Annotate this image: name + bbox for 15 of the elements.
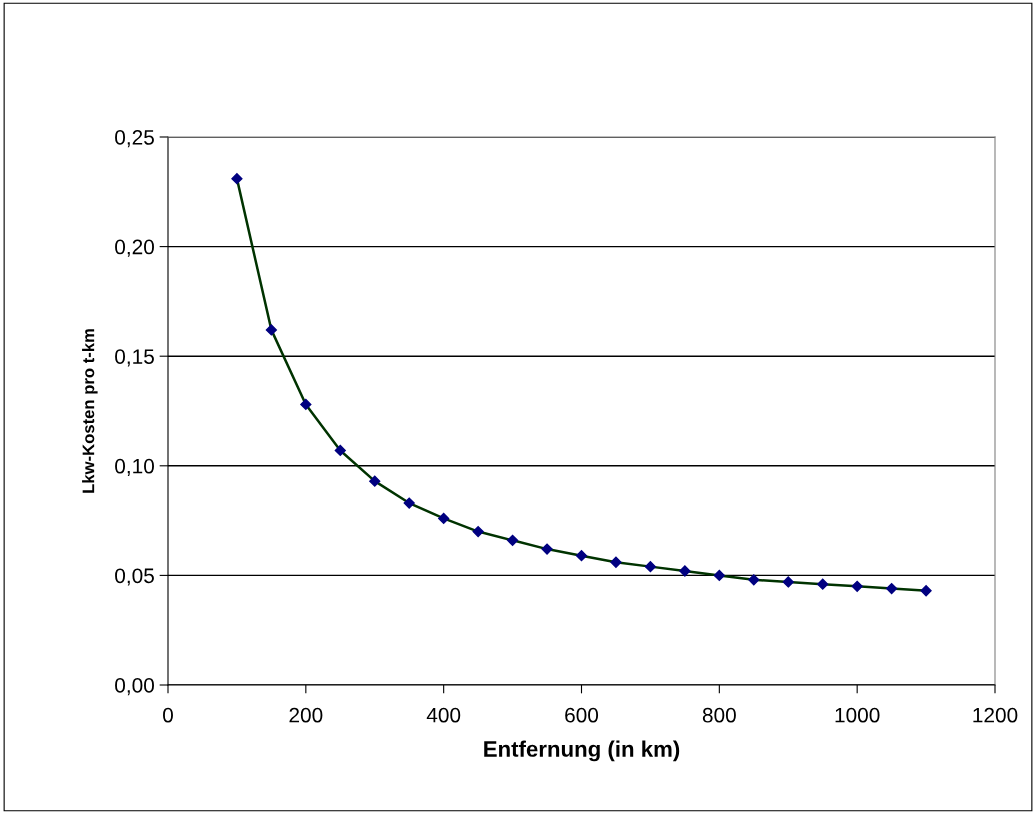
x-tick-label: 800: [702, 707, 736, 723]
x-tick-label: 400: [426, 707, 461, 723]
y-tick-label: 0,05: [115, 568, 154, 586]
y-tick-label: 0,00: [115, 678, 154, 696]
x-tick-label: 1000: [835, 707, 880, 723]
y-tick-label: 0,15: [115, 349, 154, 367]
x-tick-label: 600: [565, 707, 599, 723]
y-axis-title: Lkw-Kosten pro t-km: [82, 329, 98, 493]
y-tick-label: 0,20: [115, 239, 154, 257]
x-tick-label: 1200: [973, 707, 1018, 723]
y-tick-label: 0,10: [115, 458, 154, 477]
x-axis-title: Entfernung (in km): [484, 740, 680, 762]
x-tick-label: 200: [289, 707, 323, 723]
y-tick-label: 0,25: [115, 130, 154, 148]
x-tick-label: 0: [163, 707, 173, 723]
